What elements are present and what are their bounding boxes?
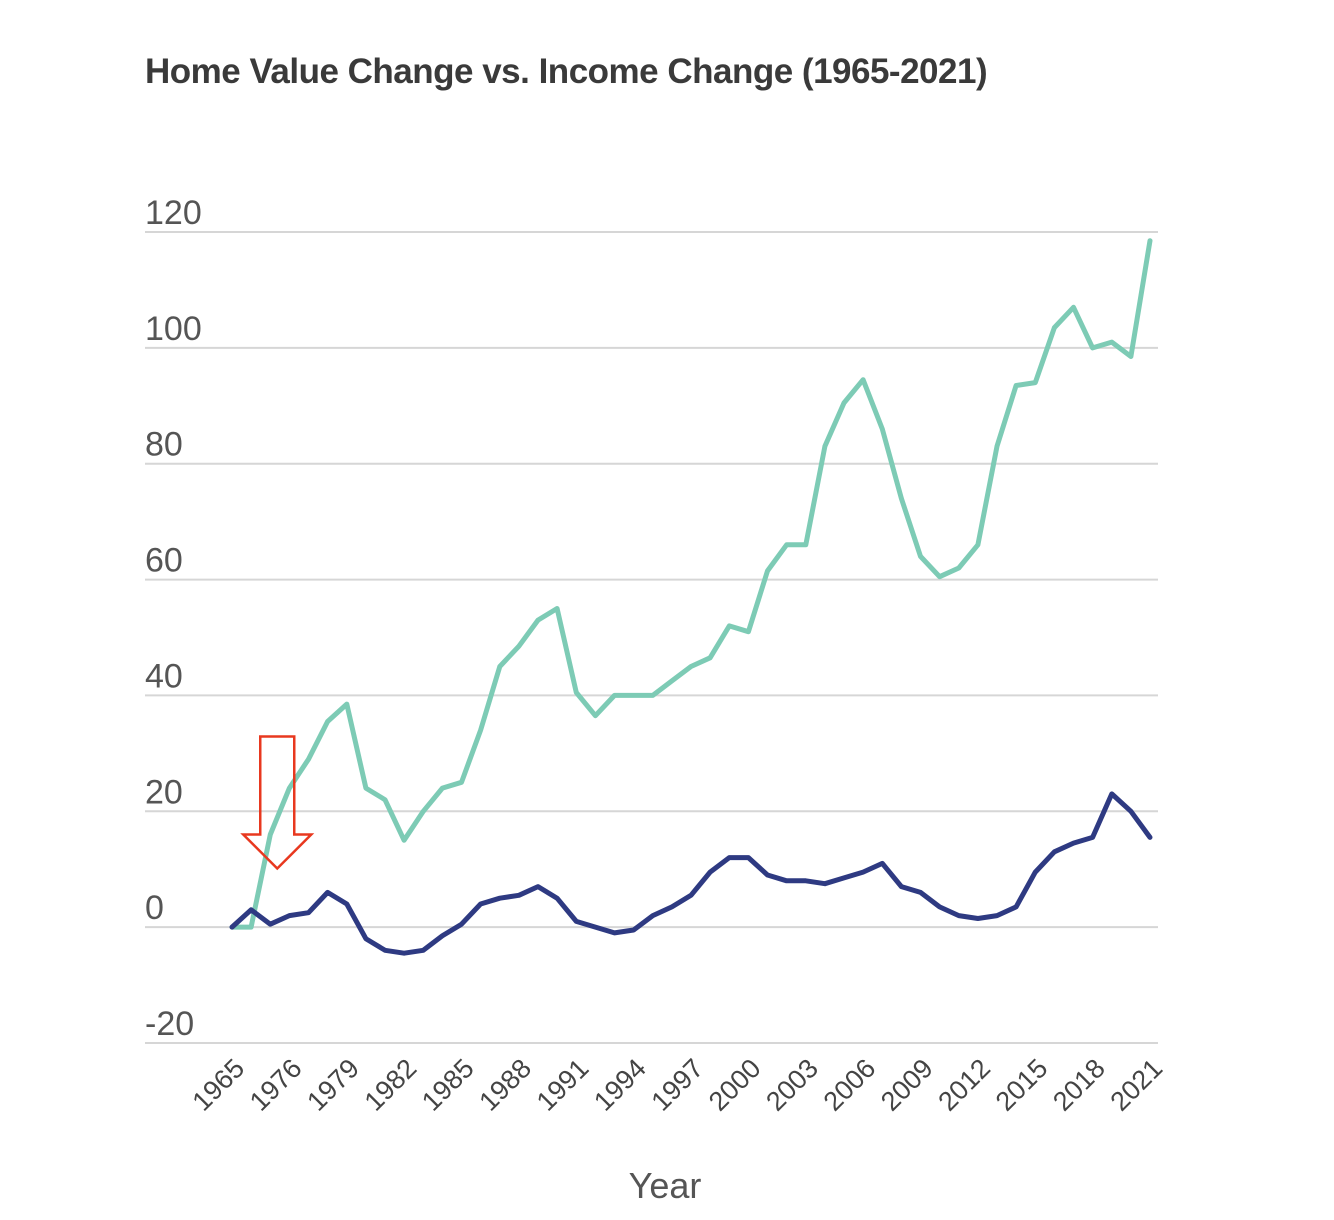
x-tick-label: 1991: [531, 1053, 595, 1117]
y-tick-label: 120: [145, 194, 202, 232]
y-axis-ticks: 120 100 80 60 40 20 0 -20: [145, 194, 202, 1043]
x-axis-ticks: 1965197619791982198519881991199419972000…: [187, 1053, 1169, 1117]
y-tick-label: 100: [145, 310, 202, 348]
x-tick-label: 1997: [646, 1053, 710, 1117]
series-lines: [229, 238, 1153, 956]
y-tick-label: 40: [145, 657, 183, 695]
annotations: [240, 735, 315, 871]
x-tick-label: 1988: [473, 1053, 537, 1117]
y-tick-label: 20: [145, 773, 183, 811]
series-line-2: [229, 791, 1153, 956]
x-tick-label: 2000: [703, 1053, 767, 1117]
chart-title: Home Value Change vs. Income Change (196…: [145, 52, 988, 91]
annotation-arrow-icon: [240, 735, 315, 871]
x-tick-label: 2018: [1047, 1053, 1111, 1117]
y-tick-label: 60: [145, 542, 183, 580]
x-tick-label: 1985: [416, 1053, 480, 1117]
x-tick-label: 2015: [990, 1053, 1054, 1117]
x-tick-label: 1994: [588, 1053, 652, 1117]
x-tick-label: 2003: [760, 1053, 824, 1117]
gridlines: [145, 231, 1158, 1044]
x-tick-label: 2009: [875, 1053, 939, 1117]
x-tick-label: 1965: [187, 1053, 251, 1117]
series-line-1: [229, 238, 1153, 930]
x-axis-title: Year: [629, 1165, 702, 1206]
y-tick-label: 0: [145, 889, 164, 927]
x-tick-label: 1976: [244, 1053, 308, 1117]
y-tick-label: -20: [145, 1005, 194, 1043]
x-tick-label: 2006: [818, 1053, 882, 1117]
x-tick-label: 1979: [301, 1053, 365, 1117]
x-tick-label: 1982: [359, 1053, 423, 1117]
x-tick-label: 2021: [1105, 1053, 1169, 1117]
x-tick-label: 2012: [932, 1053, 996, 1117]
y-tick-label: 80: [145, 426, 183, 464]
